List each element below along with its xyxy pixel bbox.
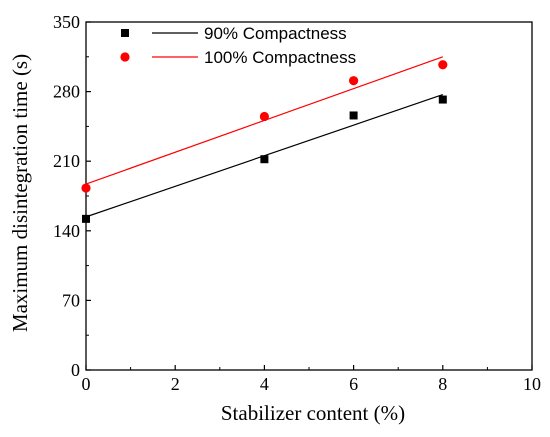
legend-label-series-2: 100% Compactness (204, 48, 356, 67)
fit-lines (85, 56, 444, 218)
axis-ticks (85, 21, 533, 371)
x-tick-label: 4 (260, 374, 269, 394)
legend: 90% Compactness 100% Compactness (120, 24, 356, 67)
data-point-series-1 (349, 111, 358, 120)
legend-marker-series-1 (121, 29, 129, 37)
y-tick-label: 280 (53, 82, 80, 102)
data-point-series-2 (259, 111, 269, 122)
tick-labels: 0 2 4 6 8 10 0 70 140 210 280 350 (53, 12, 541, 394)
y-tick-label: 70 (62, 290, 80, 310)
data-point-series-2 (438, 60, 448, 70)
x-tick-label: 0 (82, 374, 91, 394)
legend-marker-series-2 (120, 52, 130, 62)
y-tick-label: 210 (53, 151, 80, 171)
data-point-series-2 (81, 183, 91, 193)
x-tick-label: 8 (438, 374, 447, 394)
x-tick-label: 6 (349, 374, 358, 394)
legend-label-series-1: 90% Compactness (204, 24, 347, 43)
x-axis-title: Stabilizer content (%) (221, 401, 405, 425)
data-markers (81, 60, 448, 223)
data-point-series-1 (438, 95, 447, 104)
x-tick-label: 10 (523, 374, 541, 394)
data-point-series-1 (82, 214, 90, 223)
data-point-series-1 (260, 155, 269, 164)
plot-area (85, 21, 533, 371)
x-tick-label: 2 (171, 374, 180, 394)
y-tick-label: 140 (53, 221, 80, 241)
data-point-series-2 (349, 76, 359, 86)
plot-frame (85, 21, 533, 371)
y-tick-label: 350 (53, 12, 80, 32)
y-axis-title: Maximum disintegration time (s) (8, 54, 32, 332)
y-tick-label: 0 (71, 360, 80, 380)
